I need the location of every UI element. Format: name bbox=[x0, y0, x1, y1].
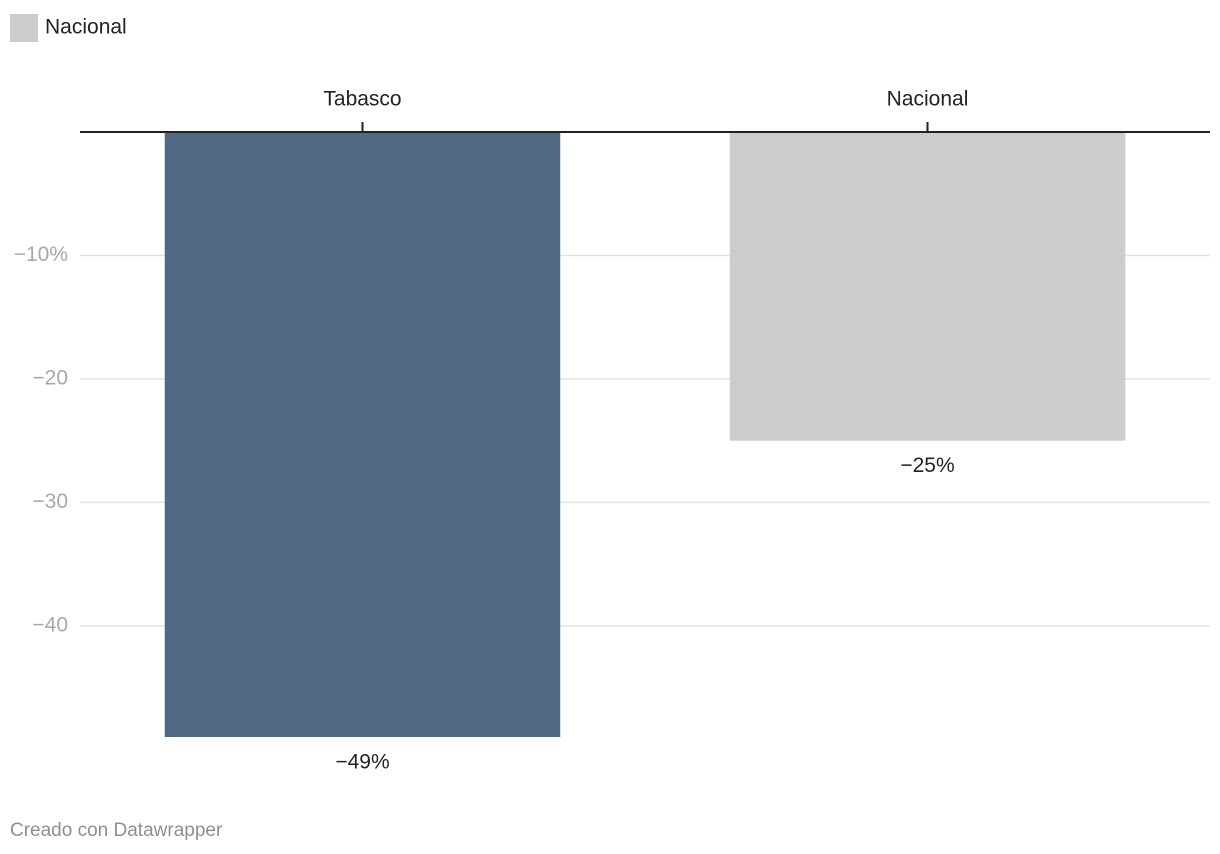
x-tick-label: Tabasco bbox=[323, 88, 401, 111]
y-tick-label: −20 bbox=[32, 366, 68, 389]
legend-swatch bbox=[10, 14, 38, 42]
y-tick-label: −10% bbox=[14, 243, 68, 266]
footer: Creado con Datawrapper bbox=[10, 820, 223, 841]
y-tick-label: −30 bbox=[32, 490, 68, 513]
bar bbox=[164, 132, 561, 737]
legend-label: Nacional bbox=[45, 16, 127, 39]
x-tick-label: Nacional bbox=[887, 88, 969, 111]
value-label: −25% bbox=[900, 454, 954, 477]
value-label: −49% bbox=[335, 751, 389, 774]
y-tick-label: −40 bbox=[32, 613, 68, 636]
bar bbox=[729, 132, 1126, 441]
